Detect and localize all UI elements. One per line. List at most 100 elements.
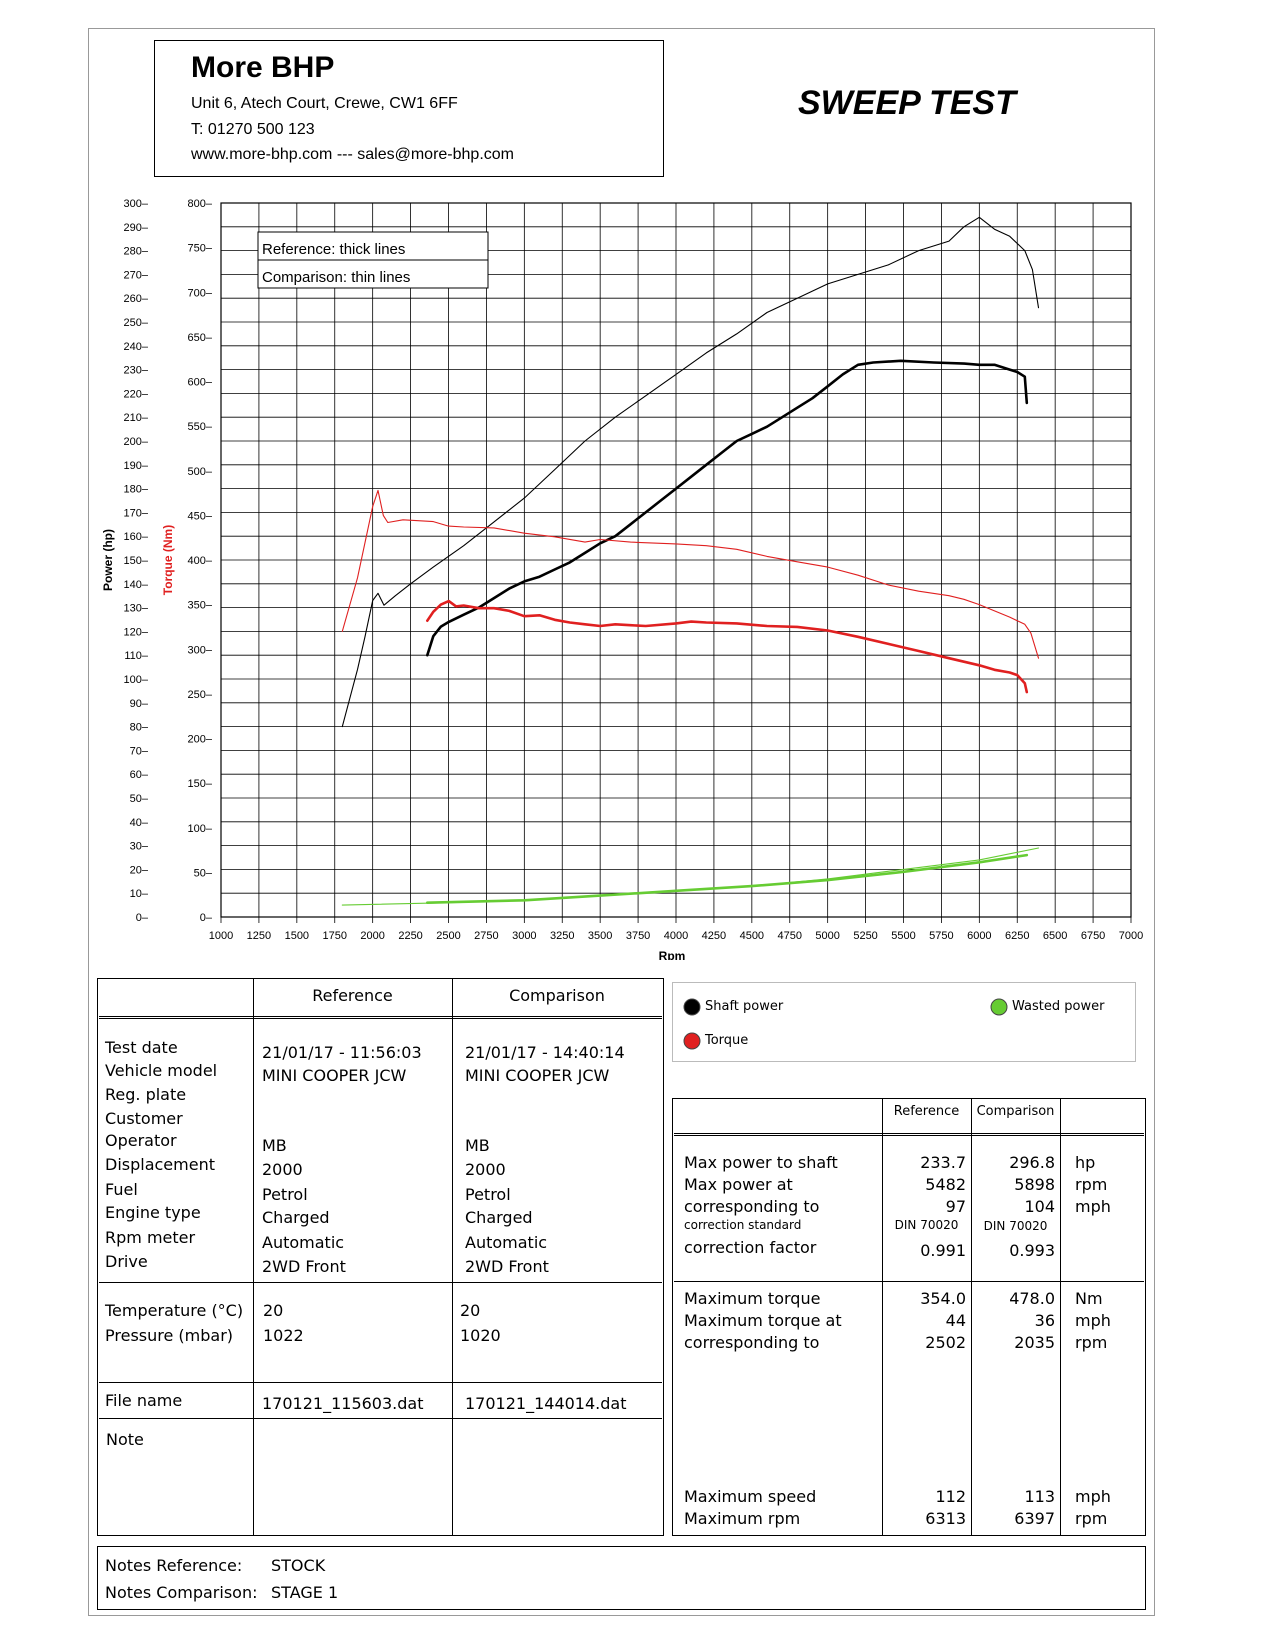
torque-tick-label: 100– [188, 823, 213, 835]
result-unit: Nm [1075, 1289, 1103, 1308]
x-tick-label: 1250 [247, 930, 271, 942]
x-tick-label: 4750 [778, 930, 802, 942]
results-col-divider-1 [882, 1098, 883, 1536]
result-cmp-value: 5898 [1014, 1175, 1055, 1194]
note-label: Note [106, 1430, 144, 1449]
power-tick-label: 270– [124, 269, 149, 281]
legend-torque-label: Torque [705, 1033, 749, 1048]
info-reference-value: 2WD Front [262, 1257, 346, 1276]
correction-standard-ref: DIN 70020 [894, 1218, 959, 1232]
series-line-torque-thick [425, 599, 1029, 694]
company-phone: T: 01270 500 123 [191, 121, 315, 138]
power-tick-label: 110– [124, 650, 149, 662]
torque-tick-label: 450– [188, 510, 213, 522]
x-tick-label: 3250 [550, 930, 574, 942]
info-header-rule [99, 1016, 662, 1019]
info-label: Engine type [105, 1203, 201, 1222]
result-cmp-value: 36 [1034, 1311, 1055, 1330]
result-cmp-value: 296.8 [1009, 1153, 1055, 1172]
x-tick-label: 6750 [1081, 930, 1105, 942]
legend-torque-marker [683, 1032, 701, 1050]
power-tick-label: 240– [124, 341, 149, 353]
power-tick-label: 160– [124, 531, 149, 543]
notes-reference-value: STOCK [271, 1556, 326, 1575]
x-axis-title: Rpm [659, 949, 686, 960]
power-tick-label: 100– [124, 674, 149, 686]
power-tick-label: 220– [124, 388, 149, 400]
info-comparison-value: MB [465, 1136, 490, 1155]
results-col-divider-3 [1060, 1098, 1061, 1536]
info-label: Fuel [105, 1180, 138, 1199]
power-tick-label: 290– [124, 222, 149, 234]
x-tick-label: 4000 [664, 930, 688, 942]
power-tick-label: 210– [124, 412, 149, 424]
info-comparison-value: 2WD Front [465, 1257, 549, 1276]
info-label: Vehicle model [105, 1061, 218, 1080]
x-tick-label: 3500 [588, 930, 612, 942]
notes-comparison-value: STAGE 1 [271, 1583, 339, 1602]
info-rule-env [99, 1282, 662, 1283]
x-tick-label: 2750 [474, 930, 498, 942]
info-col-divider-1 [253, 978, 254, 1536]
torque-tick-label: 800– [188, 198, 213, 210]
torque-tick-label: 0– [200, 912, 213, 924]
series-line-torque-thin [341, 489, 1040, 659]
result-label: Maximum rpm [684, 1509, 801, 1528]
legend-thin-lines: Comparison: thin lines [262, 269, 410, 286]
x-tick-label: 5500 [891, 930, 915, 942]
power-tick-label: 190– [124, 460, 149, 472]
legend-markers [683, 998, 1008, 1050]
info-comparison-value: Petrol [465, 1185, 511, 1204]
power-tick-label: 80– [130, 722, 149, 734]
result-unit: hp [1075, 1153, 1096, 1172]
result-ref-value: 2502 [925, 1333, 966, 1352]
results-rule-torque [674, 1281, 1144, 1282]
torque-tick-label: 150– [188, 778, 213, 790]
info-reference-value: Petrol [262, 1185, 308, 1204]
power-tick-label: 10– [130, 888, 149, 900]
info-label: Test date [105, 1038, 178, 1057]
result-unit: mph [1075, 1487, 1111, 1506]
info-rule-file [99, 1382, 662, 1383]
env-label: Temperature (°C) [105, 1301, 244, 1320]
env-reference-value: 1022 [263, 1326, 304, 1345]
info-label: Drive [105, 1252, 148, 1271]
power-tick-label: 180– [124, 484, 149, 496]
power-tick-label: 40– [130, 817, 149, 829]
result-unit: rpm [1075, 1333, 1108, 1352]
info-reference-value: MINI COOPER JCW [262, 1066, 407, 1085]
results-header-rule [674, 1133, 1144, 1136]
result-cmp-value: 6397 [1014, 1509, 1055, 1528]
legend-wasted-label: Wasted power [1012, 999, 1105, 1014]
series-line-wasted-power-thick [425, 853, 1029, 905]
power-tick-label: 50– [130, 793, 149, 805]
power-tick-label: 170– [124, 507, 149, 519]
power-tick-label: 20– [130, 864, 149, 876]
dyno-chart: 1000 1250 1500 1750 2000 2250 2500 2750 3000 3250… [101, 198, 1143, 960]
result-unit: mph [1075, 1197, 1111, 1216]
x-tick-label: 4500 [740, 930, 764, 942]
torque-tick-label: 550– [188, 421, 213, 433]
x-tick-label: 7000 [1119, 930, 1143, 942]
power-axis-title: Power (hp) [101, 529, 115, 591]
result-label: Max power to shaft [684, 1153, 838, 1172]
power-tick-label: 0– [136, 912, 149, 924]
info-col-reference: Reference [312, 986, 393, 1005]
file-label: File name [105, 1391, 183, 1410]
info-label: Operator [105, 1131, 177, 1150]
torque-tick-label: 250– [188, 689, 213, 701]
series-line-shaft-power-thick [425, 359, 1029, 657]
power-tick-label: 150– [124, 555, 149, 567]
env-comparison-value: 20 [460, 1301, 481, 1320]
torque-tick-label: 50– [194, 867, 213, 879]
torque-tick-label: 500– [188, 466, 213, 478]
power-tick-label: 260– [124, 293, 149, 305]
x-tick-label: 6000 [967, 930, 991, 942]
result-ref-value: 233.7 [920, 1153, 966, 1172]
result-unit: rpm [1075, 1175, 1108, 1194]
legend-wasted-marker [990, 998, 1008, 1016]
results-table [672, 1098, 1146, 1536]
file-reference: 170121_115603.dat [262, 1394, 424, 1413]
result-ref-value: 97 [945, 1197, 966, 1216]
x-tick-label: 2250 [398, 930, 422, 942]
